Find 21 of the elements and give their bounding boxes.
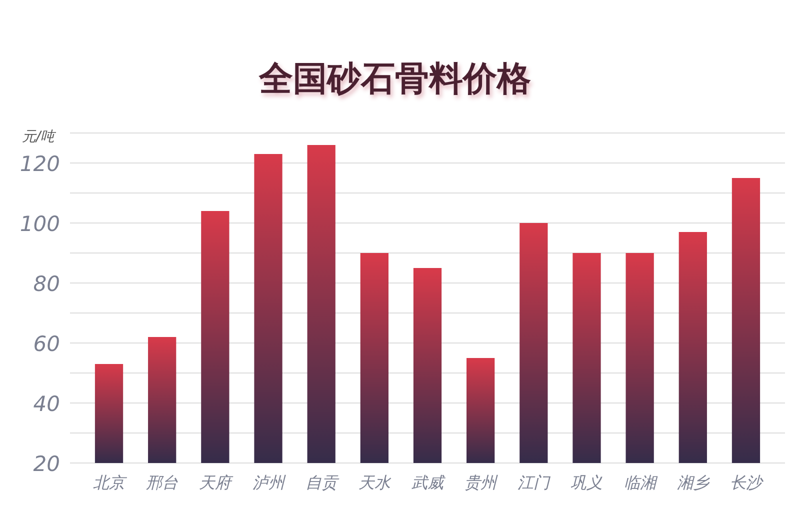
y-tick-label: 60 [33, 332, 60, 356]
y-tick-label: 120 [20, 152, 60, 176]
y-tick-label: 20 [33, 452, 60, 476]
x-tick-label: 临湘 [624, 473, 658, 492]
chart-title: 全国砂石骨料价格 [258, 59, 531, 99]
x-tick-label: 泸州 [252, 473, 286, 492]
x-tick-label: 天水 [358, 473, 392, 492]
x-tick-label: 天府 [199, 473, 234, 492]
x-tick-label: 湘乡 [676, 473, 710, 492]
y-axis-title: 元/吨 [22, 129, 57, 145]
y-tick-label: 80 [33, 272, 60, 296]
y-tick-label: 100 [20, 212, 60, 236]
x-tick-label: 巩义 [570, 473, 603, 492]
x-tick-label: 武威 [412, 473, 446, 492]
x-tick-label: 自贡 [305, 473, 340, 492]
x-tick-label: 长沙 [730, 473, 764, 492]
x-tick-label: 江门 [518, 473, 552, 492]
x-tick-label: 贵州 [464, 473, 499, 492]
x-tick-label: 北京 [93, 473, 128, 492]
y-tick-label: 40 [33, 392, 60, 416]
x-tick-label: 邢台 [146, 473, 178, 492]
